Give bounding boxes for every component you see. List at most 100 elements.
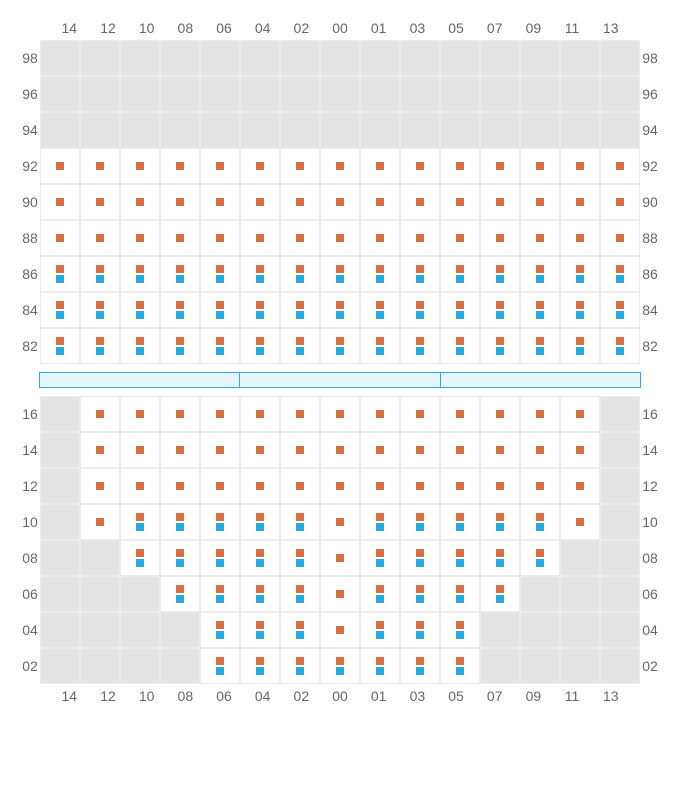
cell bbox=[240, 148, 280, 184]
row-labels-left-top: 989694929088868482 bbox=[20, 40, 40, 364]
cell bbox=[360, 468, 400, 504]
cell bbox=[40, 148, 80, 184]
cell bbox=[40, 112, 80, 148]
cell bbox=[560, 112, 600, 148]
cell bbox=[600, 576, 640, 612]
cell bbox=[280, 612, 320, 648]
section-top: 989694929088868482 989694929088868482 bbox=[20, 40, 660, 364]
cell bbox=[240, 292, 280, 328]
cell bbox=[80, 220, 120, 256]
cell bbox=[280, 184, 320, 220]
cell bbox=[600, 612, 640, 648]
cell bbox=[520, 184, 560, 220]
cell bbox=[520, 40, 560, 76]
cell bbox=[360, 648, 400, 684]
cell bbox=[440, 396, 480, 432]
cell bbox=[200, 220, 240, 256]
cell bbox=[320, 112, 360, 148]
cell bbox=[200, 148, 240, 184]
cell bbox=[480, 432, 520, 468]
cell bbox=[320, 396, 360, 432]
cell bbox=[80, 112, 120, 148]
cell bbox=[360, 576, 400, 612]
cell bbox=[40, 184, 80, 220]
cell bbox=[320, 504, 360, 540]
cell bbox=[480, 256, 520, 292]
cell bbox=[600, 468, 640, 504]
cell bbox=[440, 648, 480, 684]
cell bbox=[240, 612, 280, 648]
cell bbox=[40, 292, 80, 328]
cell bbox=[600, 184, 640, 220]
cell bbox=[440, 576, 480, 612]
cell bbox=[120, 468, 160, 504]
cell bbox=[80, 76, 120, 112]
cell bbox=[520, 576, 560, 612]
cell bbox=[600, 648, 640, 684]
cell bbox=[400, 648, 440, 684]
cell bbox=[160, 576, 200, 612]
cell bbox=[320, 148, 360, 184]
cell bbox=[280, 292, 320, 328]
cell bbox=[360, 76, 400, 112]
cell bbox=[520, 112, 560, 148]
cell bbox=[120, 76, 160, 112]
cell bbox=[40, 40, 80, 76]
cell bbox=[200, 256, 240, 292]
cell bbox=[320, 40, 360, 76]
cell bbox=[40, 612, 80, 648]
cell bbox=[200, 540, 240, 576]
cell bbox=[440, 148, 480, 184]
cell bbox=[40, 396, 80, 432]
cell bbox=[560, 220, 600, 256]
cell bbox=[160, 612, 200, 648]
cell bbox=[120, 40, 160, 76]
cell bbox=[80, 432, 120, 468]
cell bbox=[360, 504, 400, 540]
cell bbox=[600, 148, 640, 184]
cell bbox=[240, 396, 280, 432]
cell bbox=[240, 328, 280, 364]
cell bbox=[560, 576, 600, 612]
cell bbox=[520, 328, 560, 364]
cell bbox=[80, 576, 120, 612]
cell bbox=[560, 648, 600, 684]
cell bbox=[400, 432, 440, 468]
cell bbox=[160, 328, 200, 364]
cell bbox=[40, 76, 80, 112]
cell bbox=[440, 328, 480, 364]
cell bbox=[40, 432, 80, 468]
cell bbox=[560, 292, 600, 328]
cell bbox=[160, 396, 200, 432]
cell bbox=[80, 468, 120, 504]
cell bbox=[480, 40, 520, 76]
cell bbox=[80, 540, 120, 576]
cell bbox=[320, 612, 360, 648]
cell bbox=[120, 396, 160, 432]
cell bbox=[320, 328, 360, 364]
cell bbox=[400, 612, 440, 648]
cell bbox=[320, 576, 360, 612]
cell bbox=[80, 292, 120, 328]
cell bbox=[120, 540, 160, 576]
cell bbox=[80, 256, 120, 292]
cell bbox=[600, 328, 640, 364]
cell bbox=[160, 504, 200, 540]
cell bbox=[360, 432, 400, 468]
row-labels-right-top: 989694929088868482 bbox=[640, 40, 660, 364]
cell bbox=[440, 468, 480, 504]
cell bbox=[160, 40, 200, 76]
cell bbox=[480, 576, 520, 612]
cell bbox=[400, 540, 440, 576]
cell bbox=[160, 432, 200, 468]
cell bbox=[160, 112, 200, 148]
cell bbox=[240, 648, 280, 684]
cell bbox=[40, 328, 80, 364]
cell bbox=[360, 112, 400, 148]
cell bbox=[200, 468, 240, 504]
cell bbox=[440, 292, 480, 328]
cell bbox=[520, 220, 560, 256]
cell bbox=[120, 112, 160, 148]
cell bbox=[240, 432, 280, 468]
cell bbox=[80, 328, 120, 364]
